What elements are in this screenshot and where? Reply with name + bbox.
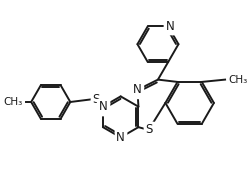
Text: N: N <box>116 131 125 144</box>
Text: N: N <box>166 20 174 33</box>
Text: CH₃: CH₃ <box>4 97 23 107</box>
Text: N: N <box>133 83 142 96</box>
Text: N: N <box>98 100 107 113</box>
Text: N: N <box>116 131 125 144</box>
Text: S: S <box>145 123 152 136</box>
Text: N: N <box>98 100 107 113</box>
Text: S: S <box>93 93 100 106</box>
Text: S: S <box>145 123 152 136</box>
Text: CH₃: CH₃ <box>228 75 247 85</box>
Text: S: S <box>93 93 100 106</box>
Text: N: N <box>166 20 174 33</box>
